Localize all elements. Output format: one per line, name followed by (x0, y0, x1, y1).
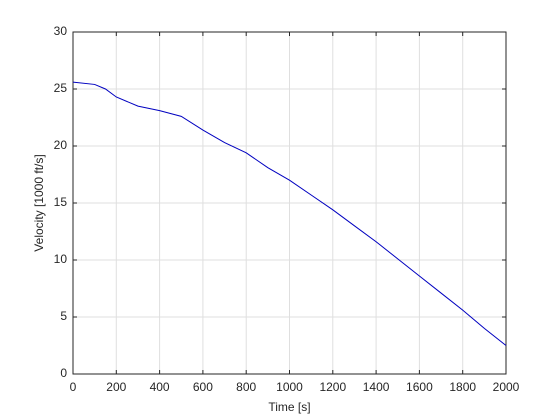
y-tick-label: 10 (54, 252, 68, 266)
x-tick-label: 600 (193, 380, 213, 394)
x-tick-label: 400 (150, 380, 170, 394)
x-tick-label: 2000 (493, 380, 520, 394)
x-tick-label: 0 (70, 380, 77, 394)
y-tick-label: 5 (60, 309, 67, 323)
y-tick-label: 0 (60, 366, 67, 380)
x-tick-label: 1600 (406, 380, 433, 394)
y-tick-label: 15 (54, 195, 68, 209)
x-axis-label: Time [s] (268, 400, 310, 414)
plot-frame (72, 31, 507, 375)
y-axis-label: Velocity [1000 ft/s] (32, 154, 46, 251)
data-line (72, 81, 507, 346)
x-tick-label: 200 (106, 380, 126, 394)
y-tick-label: 20 (54, 138, 68, 152)
x-tick-label: 1800 (449, 380, 476, 394)
x-tick-label: 1200 (319, 380, 346, 394)
y-tick-label: 30 (54, 24, 68, 38)
x-tick-label: 1400 (363, 380, 390, 394)
x-tick-label: 800 (236, 380, 256, 394)
y-tick-label: 25 (54, 81, 68, 95)
x-tick-label: 1000 (276, 380, 303, 394)
